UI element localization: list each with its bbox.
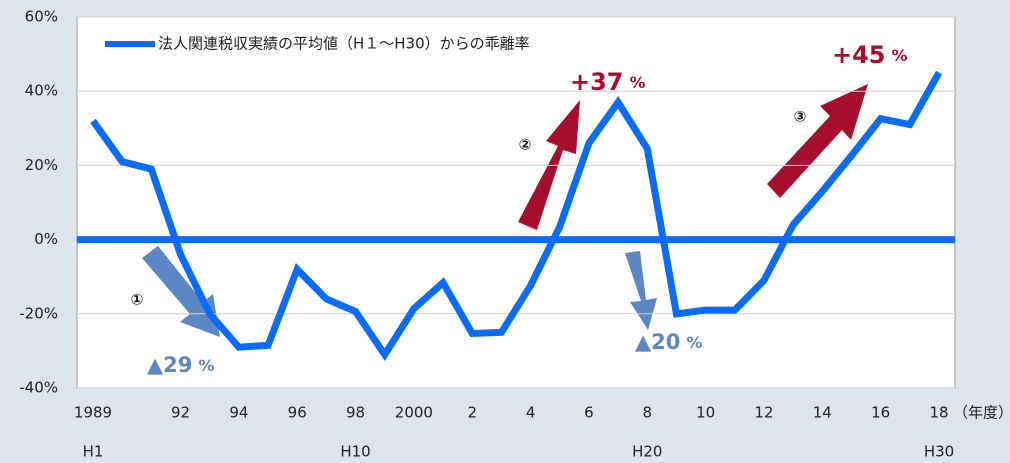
x-tick-label: 2 — [467, 404, 477, 422]
annotation-value: ▲29 — [147, 353, 192, 377]
x-tick-label: 16 — [871, 404, 890, 422]
era-label: H10 — [340, 443, 370, 461]
x-tick-label: 96 — [288, 404, 307, 422]
annotation: ▲29% — [147, 353, 214, 377]
x-tick-label: 8 — [643, 404, 653, 422]
era-label: H30 — [924, 443, 954, 461]
annotation-marker: ② — [519, 136, 532, 154]
x-tick-label: 14 — [813, 404, 832, 422]
annotation-value: ▲20 — [635, 330, 680, 354]
annotation-marker: ③ — [794, 108, 807, 126]
annotation-value: +37 — [570, 68, 624, 96]
x-tick-label: 92 — [171, 404, 190, 422]
era-label: H20 — [632, 443, 662, 461]
annotation-unit: % — [198, 356, 214, 375]
annotation-unit: % — [892, 46, 908, 65]
y-tick-label: 20% — [25, 156, 58, 174]
x-tick-label: 1989 — [74, 404, 112, 422]
annotation-unit: % — [686, 333, 702, 352]
x-tick-label: 12 — [754, 404, 773, 422]
y-tick-label: -40% — [19, 379, 58, 397]
annotation: +45% — [832, 41, 908, 69]
x-tick-label: 2000 — [395, 404, 433, 422]
y-tick-label: 60% — [25, 8, 58, 26]
y-tick-label: 40% — [25, 82, 58, 100]
x-tick-label: 98 — [346, 404, 365, 422]
annotation-marker: ① — [131, 291, 144, 309]
x-tick-label: 6 — [584, 404, 594, 422]
era-label: H1 — [83, 443, 104, 461]
x-tick-label: 94 — [229, 404, 248, 422]
annotation: +37% — [570, 68, 646, 96]
x-tick-label: 18 — [929, 404, 948, 422]
y-tick-label: -20% — [19, 304, 58, 322]
annotation-unit: % — [630, 73, 646, 92]
y-tick-label: 0% — [34, 230, 58, 248]
annotation-value: +45 — [832, 41, 886, 69]
x-tick-label: 10 — [696, 404, 715, 422]
annotation: ▲20% — [635, 330, 702, 354]
x-tick-label: 4 — [526, 404, 536, 422]
legend-label: 法人関連税収実績の平均値（H１～H30）からの乖離率 — [158, 35, 530, 53]
x-axis-unit: （年度） — [953, 404, 1010, 422]
data-line — [90, 70, 943, 361]
